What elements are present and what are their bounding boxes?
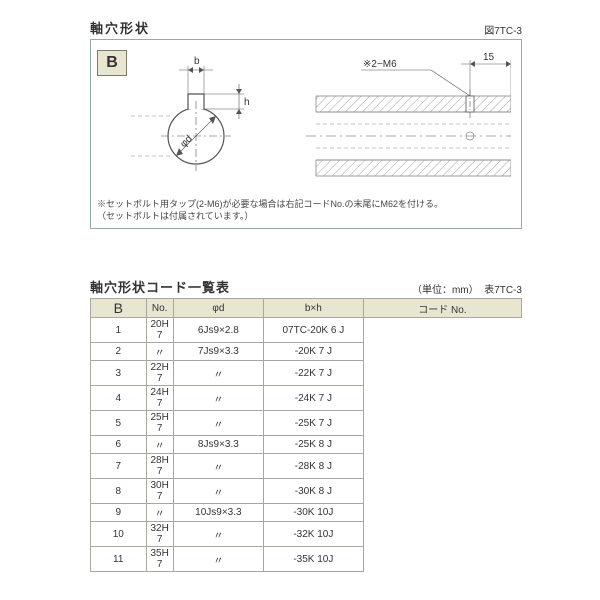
cell-code: -25K 7 J xyxy=(263,411,363,436)
cell-d: 25H 7 xyxy=(146,411,173,436)
cell-d: 32H 7 xyxy=(146,522,173,547)
figure-title: 軸穴形状 xyxy=(90,18,150,37)
cell-bh: 6Js9×2.8 xyxy=(173,318,263,343)
cell-d: 〃 xyxy=(146,504,173,522)
cell-no: 3 xyxy=(91,361,147,386)
table-row: 1135H 7〃-35K 10J xyxy=(91,547,522,572)
figure-ref: 図7TC-3 xyxy=(484,22,522,37)
diagram-container: B xyxy=(90,39,522,229)
cell-code: -30K 10J xyxy=(263,504,363,522)
table-row: 424H 7〃-24K 7 J xyxy=(91,386,522,411)
cell-d: 〃 xyxy=(146,343,173,361)
figure-note: ※セットボルト用タップ(2-M6)が必要な場合は右記コードNo.の末尾にM62を… xyxy=(91,194,521,228)
cell-d: 20H 7 xyxy=(146,318,173,343)
col-code: コード No. xyxy=(363,299,521,318)
cell-no: 11 xyxy=(91,547,147,572)
cell-d: 24H 7 xyxy=(146,386,173,411)
shaft-hole-diagram: b h φd xyxy=(131,46,511,196)
cell-bh: 〃 xyxy=(173,522,263,547)
cell-code: -32K 10J xyxy=(263,522,363,547)
table-row: 120H 76Js9×2.807TC-20K 6 J xyxy=(91,318,522,343)
cell-no: 8 xyxy=(91,479,147,504)
cell-d: 22H 7 xyxy=(146,361,173,386)
col-d: φd xyxy=(173,299,263,318)
cell-bh: 〃 xyxy=(173,547,263,572)
cell-d: 〃 xyxy=(146,436,173,454)
end-view: b h φd xyxy=(131,56,250,171)
cell-no: 7 xyxy=(91,454,147,479)
type-badge: B xyxy=(97,50,127,76)
table-title: 軸穴形状コード一覧表 xyxy=(90,277,230,296)
note-line2: （セットボルトは付属されています。） xyxy=(97,211,253,221)
cell-code: 07TC-20K 6 J xyxy=(263,318,363,343)
cell-no: 5 xyxy=(91,411,147,436)
cell-bh: 7Js9×3.3 xyxy=(173,343,263,361)
cell-d: 30H 7 xyxy=(146,479,173,504)
table-header-row: B No. φd b×h コード No. xyxy=(91,299,522,318)
thread-callout: ※2−M6 xyxy=(363,59,397,70)
cell-code: -35K 10J xyxy=(263,547,363,572)
cell-no: 9 xyxy=(91,504,147,522)
cell-code: -28K 8 J xyxy=(263,454,363,479)
table-row: 2〃7Js9×3.3-20K 7 J xyxy=(91,343,522,361)
cell-no: 1 xyxy=(91,318,147,343)
table-row: 525H 7〃-25K 7 J xyxy=(91,411,522,436)
code-table: B No. φd b×h コード No. 120H 76Js9×2.807TC-… xyxy=(90,298,522,572)
cell-bh: 〃 xyxy=(173,386,263,411)
cell-bh: 〃 xyxy=(173,361,263,386)
cell-code: -30K 8 J xyxy=(263,479,363,504)
dim-15-label: 15 xyxy=(483,52,495,63)
col-bh: b×h xyxy=(263,299,363,318)
cell-no: 4 xyxy=(91,386,147,411)
note-line1: ※セットボルト用タップ(2-M6)が必要な場合は右記コードNo.の末尾にM62を… xyxy=(97,199,443,209)
cell-code: -20K 7 J xyxy=(263,343,363,361)
cell-d: 28H 7 xyxy=(146,454,173,479)
dim-h-label: h xyxy=(244,97,250,108)
dim-b-label: b xyxy=(194,56,200,67)
table-row: 728H 7〃-28K 8 J xyxy=(91,454,522,479)
cell-no: 6 xyxy=(91,436,147,454)
table-row: 9〃10Js9×3.3-30K 10J xyxy=(91,504,522,522)
cell-code: -25K 8 J xyxy=(263,436,363,454)
cell-bh: 〃 xyxy=(173,479,263,504)
cell-code: -22K 7 J xyxy=(263,361,363,386)
cell-no: 2 xyxy=(91,343,147,361)
table-row: 830H 7〃-30K 8 J xyxy=(91,479,522,504)
table-row: 322H 7〃-22K 7 J xyxy=(91,361,522,386)
table-side-label: B xyxy=(91,299,147,318)
table-unit-ref: （単位：mm） 表7TC-3 xyxy=(412,281,522,296)
side-view: ※2−M6 15 xyxy=(306,52,511,176)
cell-no: 10 xyxy=(91,522,147,547)
cell-bh: 〃 xyxy=(173,411,263,436)
cell-bh: 8Js9×3.3 xyxy=(173,436,263,454)
table-row: 6〃8Js9×3.3-25K 8 J xyxy=(91,436,522,454)
cell-bh: 10Js9×3.3 xyxy=(173,504,263,522)
cell-code: -24K 7 J xyxy=(263,386,363,411)
table-row: 1032H 7〃-32K 10J xyxy=(91,522,522,547)
cell-bh: 〃 xyxy=(173,454,263,479)
col-no: No. xyxy=(146,299,173,318)
cell-d: 35H 7 xyxy=(146,547,173,572)
